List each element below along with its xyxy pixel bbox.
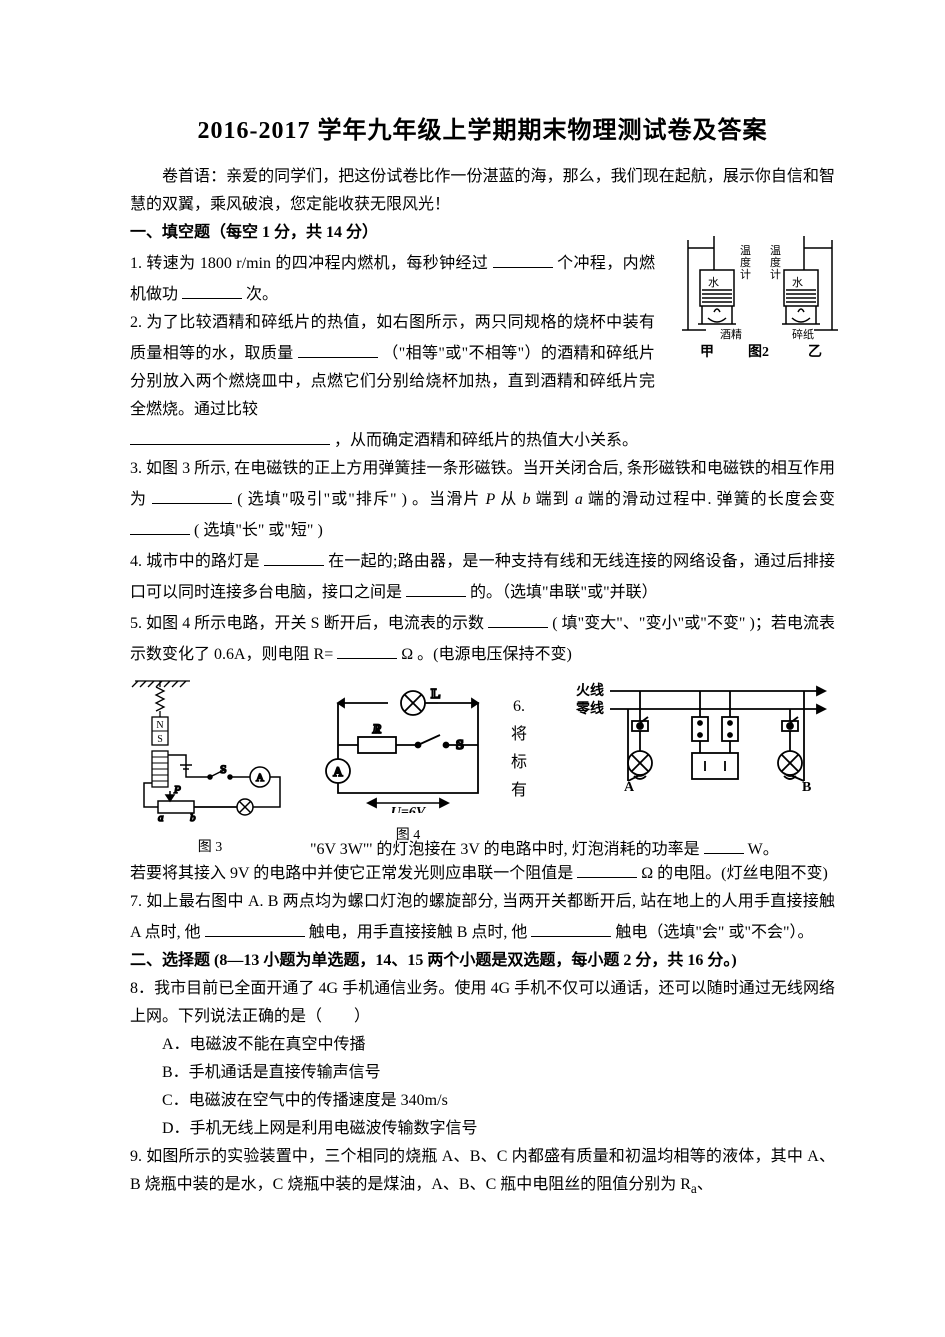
section-2-heading: 二、选择题 (8—13 小题为单选题，14、15 两个小题是双选题，每小题 2 …: [130, 952, 737, 969]
q3-a-letter: a: [575, 491, 583, 508]
huoxian-label: 火线: [576, 682, 604, 699]
q1-text-c: 次。: [246, 286, 278, 303]
fig2-label: 图2: [748, 344, 769, 360]
blank-q4-1[interactable]: [264, 545, 324, 566]
question-4: 4. 城市中的路灯是 在一起的;路由器，是一种支持有线和无线连接的网络设备，通过…: [130, 545, 835, 607]
figures-row: N S: [130, 673, 835, 853]
svg-text:N: N: [156, 720, 163, 731]
q5-text-c: Ω 。(电源电压保持不变): [401, 646, 572, 663]
svg-text:度: 度: [770, 255, 781, 269]
q4-text-a: 4. 城市中的路灯是: [130, 553, 260, 570]
q8-option-d: D．手机无线上网是利用电磁波传输数字信号: [130, 1115, 835, 1143]
svg-text:A: A: [333, 764, 343, 779]
fig2-water-left: 水: [708, 276, 719, 289]
q7-text-c: 触电（选填"会" 或"不会"）。: [615, 924, 813, 941]
blank-q5-1[interactable]: [488, 607, 548, 628]
q7-text-b: 触电，用手直接接触 B 点时, 他: [309, 924, 528, 941]
question-3: 3. 如图 3 所示, 在电磁铁的正上方用弹簧挂一条形磁铁。当开关闭合后, 条形…: [130, 455, 835, 545]
blank-q3-1[interactable]: [152, 483, 232, 504]
question-8: 8．我市目前已全面开通了 4G 手机通信业务。使用 4G 手机不仅可以通话，还可…: [130, 975, 835, 1031]
q8-option-b: B．手机通话是直接传输声信号: [130, 1059, 835, 1087]
blank-q1-1[interactable]: [493, 247, 553, 268]
bulb-b-label: B: [802, 780, 811, 795]
figure-3-svg: N S: [130, 673, 290, 823]
figure-4: L R S: [318, 683, 498, 850]
blank-q7-1[interactable]: [205, 916, 305, 937]
fig2-fuel-left: 酒精: [720, 328, 742, 341]
blank-q1-2[interactable]: [182, 278, 242, 299]
svg-text:b: b: [190, 812, 196, 823]
figure-house-circuit: 火线 零线: [570, 673, 830, 814]
blank-q3-2[interactable]: [130, 514, 190, 535]
blank-q2-2[interactable]: [130, 424, 330, 445]
figure-house-svg: 火线 零线: [570, 673, 830, 803]
fig2-thermo-left: 温: [740, 244, 751, 257]
figure-3-label: 图 3: [130, 834, 290, 862]
bulb-a-label: A: [624, 780, 635, 795]
figure-4-u-label: U=6V: [391, 805, 427, 813]
svg-text:计: 计: [770, 268, 781, 281]
blank-q4-2[interactable]: [406, 576, 466, 597]
q6-text-c: 若要将其接入 9V 的电路中并使它正常发光则应串联一个阻值是: [130, 865, 573, 882]
svg-text:度: 度: [740, 255, 751, 269]
svg-text:计: 计: [740, 268, 751, 281]
q9-text-a: 9. 如图所示的实验装置中，三个相同的烧瓶 A、B、C 内都盛有质量和初温均相等…: [130, 1148, 835, 1193]
q8-option-c: C．电磁波在空气中的传播速度是 340m/s: [130, 1087, 835, 1115]
q1-text-a: 1. 转速为 1800 r/min 的四冲程内燃机，每秒钟经过: [130, 255, 488, 272]
svg-text:S: S: [157, 734, 163, 745]
fig2-water-right: 水: [792, 276, 803, 289]
figure-2: 温 度 计 温 度 计 水 水 酒精 碎纸 甲 图2 乙: [680, 230, 840, 380]
fig2-yi: 乙: [808, 344, 822, 360]
question-5: 5. 如图 4 所示电路，开关 S 断开后，电流表的示数 ( 填"变大"、"变小…: [130, 607, 835, 669]
blank-q7-2[interactable]: [531, 916, 611, 937]
fig2-jia: 甲: [700, 344, 714, 360]
q3-text-b: ( 选填"吸引"或"排斥" ) 。当滑片: [237, 491, 485, 508]
blank-q6-1[interactable]: [704, 833, 744, 854]
question-7: 7. 如上最右图中 A. B 两点均为螺口灯泡的螺旋部分, 当两开关都断开后, …: [130, 888, 835, 947]
svg-text:a: a: [158, 812, 164, 823]
figure-4-svg: L R S: [318, 683, 498, 813]
q3-text-f: ( 选填"长" 或"短" ): [194, 522, 323, 539]
question-9: 9. 如图所示的实验装置中，三个相同的烧瓶 A、B、C 内都盛有质量和初温均相等…: [130, 1143, 835, 1203]
preface: 卷首语：亲爱的同学们，把这份试卷比作一份湛蓝的海，那么，我们现在起航，展示你自信…: [130, 163, 835, 219]
svg-text:S: S: [220, 762, 227, 776]
q8-option-a: A．电磁波不能在真空中传播: [130, 1031, 835, 1059]
q2-text-c: ，从而确定酒精和碎纸片的热值大小关系。: [334, 432, 638, 449]
figure-3: N S: [130, 673, 290, 862]
blank-q5-2[interactable]: [337, 638, 397, 659]
q6-text-a: "6V 3W"' 的灯泡接在 3V 的电路中时, 灯泡消耗的功率是: [310, 841, 700, 858]
q3-text-d: 端到: [530, 491, 574, 508]
svg-text:L: L: [431, 687, 440, 702]
q5-text-a: 5. 如图 4 所示电路，开关 S 断开后，电流表的示数: [130, 615, 484, 632]
q3-p: P: [485, 491, 495, 508]
svg-text:R: R: [372, 721, 382, 736]
q4-text-c: 的。（选填"串联"或"并联）: [470, 584, 658, 601]
section-1-heading: 一、填空题（每空 1 分，共 14 分）: [130, 224, 378, 241]
q3-text-e: 端的滑动过程中. 弹簧的长度会变: [583, 491, 835, 508]
q6-text-b: W。: [748, 841, 779, 858]
svg-text:A: A: [256, 772, 264, 784]
fig2-thermo-right: 温: [770, 244, 781, 257]
q9-text-b: 、: [697, 1176, 713, 1193]
fig2-fuel-right: 碎纸: [792, 327, 814, 341]
q6-after-fig-text: "6V 3W"' 的灯泡接在 3V 的电路中时, 灯泡消耗的功率是 W。: [310, 833, 835, 864]
q3-text-c: 从: [495, 491, 522, 508]
question-6-vertical: 6.将标有: [510, 693, 528, 805]
question-2-cont: ，从而确定酒精和碎纸片的热值大小关系。: [130, 424, 835, 455]
figure-2-svg: 温 度 计 温 度 计 水 水 酒精 碎纸 甲 图2 乙: [680, 230, 840, 360]
blank-q2-1[interactable]: [298, 337, 378, 358]
page-title: 2016-2017 学年九年级上学期期末物理测试卷及答案: [130, 110, 835, 145]
lingxian-label: 零线: [575, 700, 604, 717]
svg-text:P: P: [173, 784, 181, 796]
q6-text-d: Ω 的电阻。(灯丝电阻不变): [641, 865, 828, 882]
